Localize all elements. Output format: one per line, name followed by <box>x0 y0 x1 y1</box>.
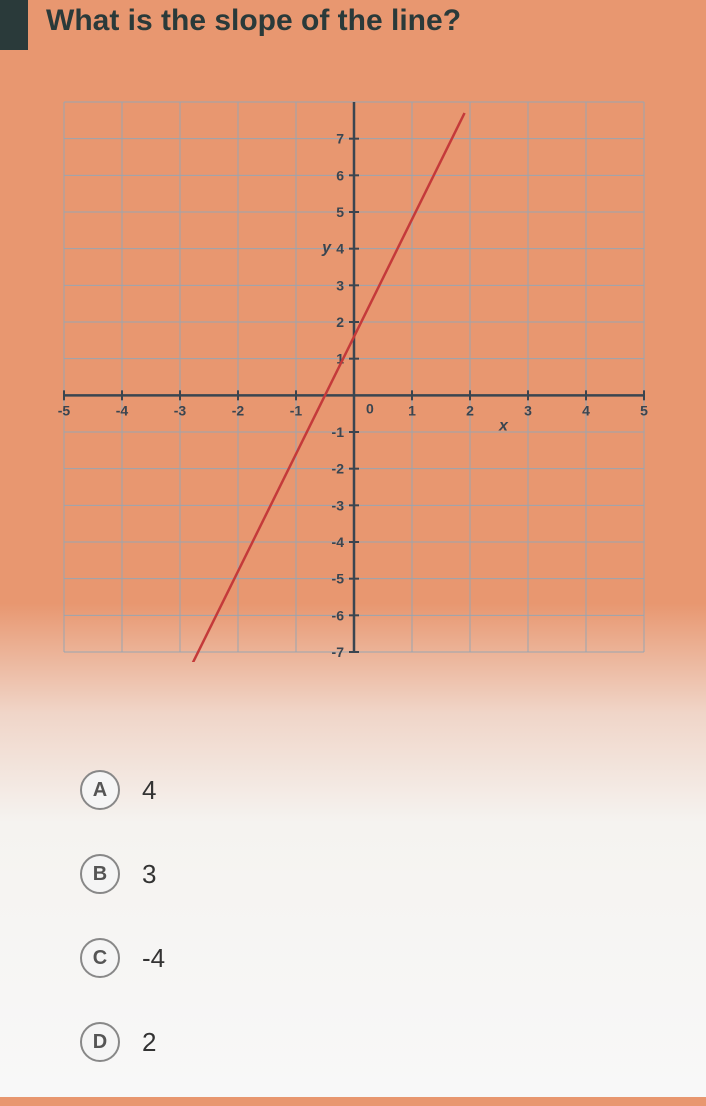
answer-value: 3 <box>142 859 156 890</box>
svg-text:3: 3 <box>336 277 344 293</box>
svg-text:-4: -4 <box>116 402 129 418</box>
svg-text:2: 2 <box>466 402 474 418</box>
svg-text:2: 2 <box>336 314 344 330</box>
svg-text:-7: -7 <box>332 644 345 660</box>
svg-text:1: 1 <box>408 402 416 418</box>
answer-letter-circle: B <box>80 854 120 894</box>
answer-letter-circle: C <box>80 938 120 978</box>
svg-text:-1: -1 <box>332 424 345 440</box>
svg-text:5: 5 <box>640 402 648 418</box>
answer-choice-b[interactable]: B 3 <box>80 854 165 894</box>
answer-choice-d[interactable]: D 2 <box>80 1022 165 1062</box>
answer-value: -4 <box>142 943 165 974</box>
coordinate-graph: -5-4-3-2-112345-7-6-5-4-3-2-112345670xy <box>54 92 654 662</box>
svg-text:-5: -5 <box>332 571 345 587</box>
svg-text:-2: -2 <box>332 461 345 477</box>
answer-letter: C <box>93 947 107 970</box>
svg-text:-4: -4 <box>332 534 345 550</box>
svg-text:-3: -3 <box>174 402 187 418</box>
question-text: What is the slope of the line? <box>46 4 461 38</box>
answer-choice-c[interactable]: C -4 <box>80 938 165 978</box>
svg-text:x: x <box>498 417 509 434</box>
answer-choice-a[interactable]: A 4 <box>80 770 165 810</box>
answer-choices: A 4 B 3 C -4 D 2 <box>80 770 165 1106</box>
svg-text:y: y <box>321 240 332 257</box>
answer-letter-circle: D <box>80 1022 120 1062</box>
svg-text:-3: -3 <box>332 497 345 513</box>
answer-letter: D <box>93 1031 107 1054</box>
answer-letter: B <box>93 863 107 886</box>
svg-text:5: 5 <box>336 204 344 220</box>
answer-letter-circle: A <box>80 770 120 810</box>
answer-value: 2 <box>142 1027 156 1058</box>
answer-value: 4 <box>142 775 156 806</box>
svg-text:-6: -6 <box>332 607 345 623</box>
svg-text:7: 7 <box>336 131 344 147</box>
question-marker <box>0 0 28 50</box>
svg-text:0: 0 <box>366 400 374 416</box>
svg-text:3: 3 <box>524 402 532 418</box>
graph-svg: -5-4-3-2-112345-7-6-5-4-3-2-112345670xy <box>54 92 654 662</box>
svg-text:-2: -2 <box>232 402 245 418</box>
answer-letter: A <box>93 779 107 802</box>
svg-text:6: 6 <box>336 167 344 183</box>
svg-text:-5: -5 <box>58 402 71 418</box>
svg-text:4: 4 <box>582 402 590 418</box>
svg-text:-1: -1 <box>290 402 303 418</box>
svg-text:4: 4 <box>336 241 344 257</box>
